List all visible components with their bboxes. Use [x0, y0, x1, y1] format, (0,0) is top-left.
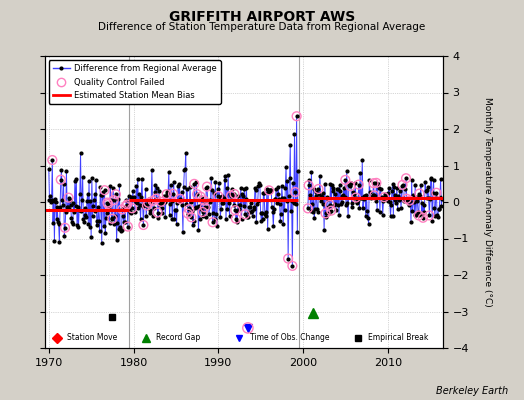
Point — [304, 182, 313, 188]
Point — [139, 222, 148, 228]
Point — [372, 180, 380, 186]
Text: Time of Obs. Change: Time of Obs. Change — [249, 333, 329, 342]
Legend: Difference from Regional Average, Quality Control Failed, Estimated Station Mean: Difference from Regional Average, Qualit… — [49, 60, 221, 104]
Text: Station Move: Station Move — [68, 333, 118, 342]
Point — [193, 191, 201, 197]
Point — [244, 325, 252, 331]
Text: Record Gap: Record Gap — [156, 333, 201, 342]
Point — [169, 191, 177, 197]
Point — [321, 210, 330, 216]
Point — [154, 209, 162, 216]
Point — [162, 191, 171, 197]
Point — [214, 193, 222, 199]
Text: Difference of Station Temperature Data from Regional Average: Difference of Station Temperature Data f… — [99, 22, 425, 32]
Point — [227, 192, 235, 199]
Point — [128, 205, 136, 212]
Point — [124, 223, 132, 230]
Point — [370, 192, 378, 198]
Point — [203, 184, 211, 190]
Point — [352, 194, 360, 201]
Point — [241, 211, 249, 218]
Point — [143, 202, 151, 209]
Point — [187, 214, 195, 220]
Point — [402, 175, 410, 182]
Point — [201, 204, 209, 210]
Point — [231, 207, 239, 213]
Point — [61, 224, 69, 231]
Point — [327, 208, 335, 214]
Point — [152, 196, 160, 202]
Point — [123, 201, 132, 208]
Point — [103, 199, 112, 206]
Y-axis label: Monthly Temperature Anomaly Difference (°C): Monthly Temperature Anomaly Difference (… — [483, 97, 492, 307]
Point — [48, 157, 57, 163]
Point — [265, 187, 274, 194]
Text: GRIFFITH AIRPORT AWS: GRIFFITH AIRPORT AWS — [169, 10, 355, 24]
Point — [325, 202, 334, 208]
Point — [185, 206, 193, 212]
Point — [110, 197, 118, 203]
Point — [406, 198, 414, 204]
Point — [402, 196, 411, 202]
Point — [425, 212, 433, 219]
Point — [209, 219, 217, 226]
Point — [415, 190, 423, 197]
Point — [284, 255, 292, 262]
Point — [108, 216, 116, 222]
Point — [355, 182, 363, 188]
Point — [369, 180, 378, 186]
Point — [341, 177, 350, 183]
Point — [184, 210, 192, 217]
Point — [199, 209, 207, 215]
Point — [196, 194, 205, 200]
Point — [380, 194, 388, 200]
Point — [101, 187, 109, 194]
Point — [314, 186, 323, 192]
Point — [157, 199, 165, 205]
Point — [190, 181, 199, 187]
Point — [304, 205, 312, 212]
Text: Empirical Break: Empirical Break — [368, 333, 429, 342]
Point — [432, 190, 441, 196]
Point — [144, 200, 152, 206]
Point — [230, 191, 238, 197]
Text: Berkeley Earth: Berkeley Earth — [436, 386, 508, 396]
Point — [232, 216, 240, 222]
Point — [112, 191, 120, 198]
Point — [104, 201, 112, 207]
Point — [118, 206, 126, 212]
Point — [122, 203, 130, 209]
Point — [148, 198, 157, 204]
Point — [176, 196, 184, 202]
Point — [346, 183, 354, 189]
Point — [200, 197, 209, 204]
Point — [64, 194, 73, 201]
Point — [414, 212, 423, 219]
Point — [57, 176, 65, 183]
Point — [288, 263, 297, 269]
Point — [398, 182, 407, 188]
Point — [419, 214, 427, 221]
Point — [292, 113, 301, 120]
Point — [291, 189, 299, 195]
